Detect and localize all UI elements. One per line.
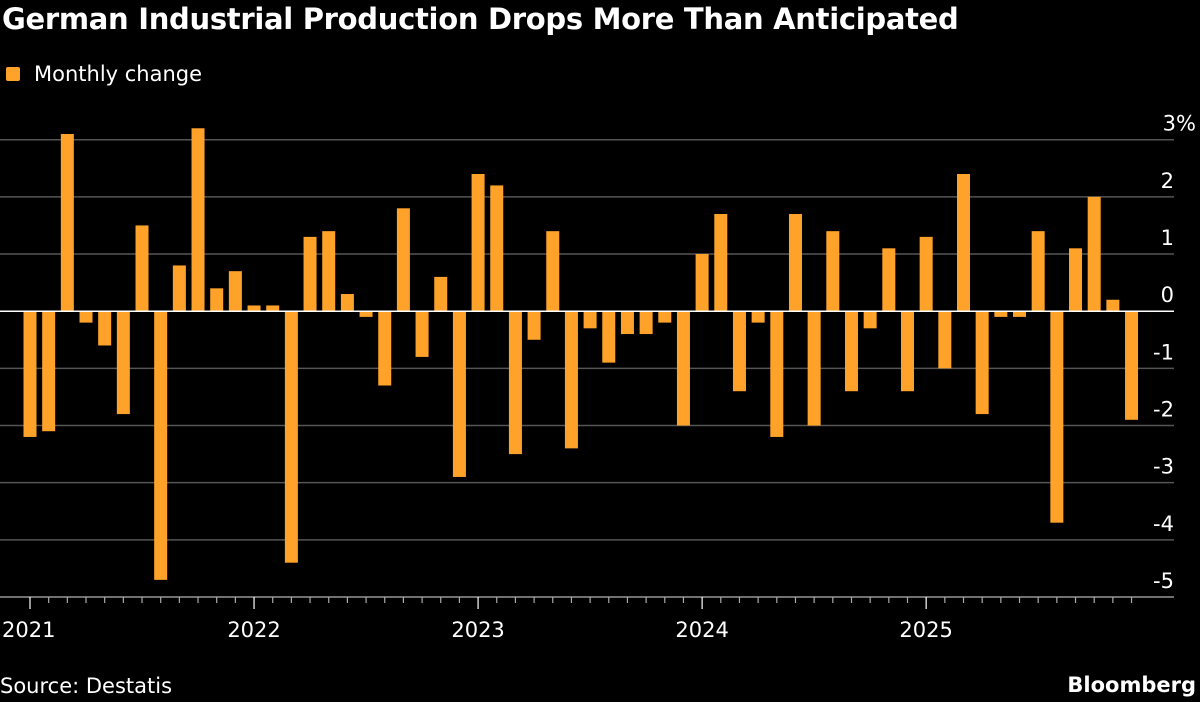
bar <box>396 208 410 312</box>
bar <box>1106 299 1120 312</box>
legend: Monthly change <box>6 62 202 86</box>
bar <box>60 133 74 312</box>
bar <box>1125 311 1139 420</box>
bar <box>154 311 168 580</box>
y-tick-label: -1 <box>1153 340 1174 364</box>
bar <box>957 173 970 312</box>
bar <box>900 311 914 392</box>
y-tick-label: -3 <box>1153 455 1174 479</box>
bar <box>284 311 298 563</box>
bar <box>807 311 821 426</box>
bar <box>975 311 989 415</box>
bar <box>247 305 261 312</box>
legend-swatch <box>6 67 20 81</box>
x-tick-label: 2025 <box>899 618 952 642</box>
bar <box>732 311 746 392</box>
bar <box>172 265 186 312</box>
bar <box>359 311 373 317</box>
bar <box>23 311 37 437</box>
bar <box>228 271 242 312</box>
bar <box>938 311 952 369</box>
bar <box>266 305 280 312</box>
bar <box>863 311 877 329</box>
bar <box>1069 248 1083 312</box>
bar <box>378 311 392 386</box>
bar <box>546 231 560 312</box>
bar <box>564 311 578 449</box>
bar <box>1050 311 1064 523</box>
y-tick-label: 3% <box>1163 112 1196 136</box>
y-tick-label: 2 <box>1161 169 1174 193</box>
bar <box>527 311 541 340</box>
bar <box>340 294 354 312</box>
bar <box>1087 196 1101 312</box>
bar <box>994 311 1008 317</box>
bar <box>210 288 224 312</box>
x-tick-label: 2021 <box>2 618 55 642</box>
bar <box>826 231 840 312</box>
bar <box>882 248 896 312</box>
legend-label: Monthly change <box>34 62 203 86</box>
x-tick-label: 2024 <box>675 618 728 642</box>
bar <box>98 311 112 346</box>
bar <box>751 311 765 323</box>
bar <box>658 311 672 323</box>
bar <box>676 311 690 426</box>
bar <box>714 214 728 312</box>
bar <box>135 225 149 312</box>
bloomberg-logo: Bloomberg <box>1067 673 1196 697</box>
bar <box>695 254 709 312</box>
y-tick-label: -2 <box>1153 398 1174 422</box>
bar <box>79 311 93 323</box>
bar <box>191 128 205 312</box>
bar <box>788 214 802 312</box>
x-tick-label: 2022 <box>227 618 280 642</box>
chart-title: German Industrial Production Drops More … <box>2 2 959 36</box>
bar <box>434 276 448 312</box>
bar <box>452 311 466 477</box>
y-tick-label: -5 <box>1153 569 1174 593</box>
bar <box>42 311 56 432</box>
bar <box>490 185 504 312</box>
bar <box>583 311 597 329</box>
bar <box>415 311 429 357</box>
y-tick-label: -4 <box>1153 512 1174 536</box>
x-tick-label: 2023 <box>451 618 504 642</box>
bar <box>620 311 634 335</box>
bar <box>770 311 784 437</box>
y-tick-label: 0 <box>1161 283 1174 307</box>
bar <box>602 311 616 363</box>
bar <box>322 231 336 312</box>
bar <box>116 311 130 415</box>
y-tick-label: 1 <box>1161 226 1174 250</box>
source-note: Source: Destatis <box>0 674 173 698</box>
bar <box>639 311 653 335</box>
bar <box>919 236 933 312</box>
bar <box>508 311 522 455</box>
bar <box>844 311 858 392</box>
bar <box>303 236 317 312</box>
bar <box>1013 311 1027 317</box>
bar <box>471 173 485 312</box>
bar <box>1031 231 1045 312</box>
